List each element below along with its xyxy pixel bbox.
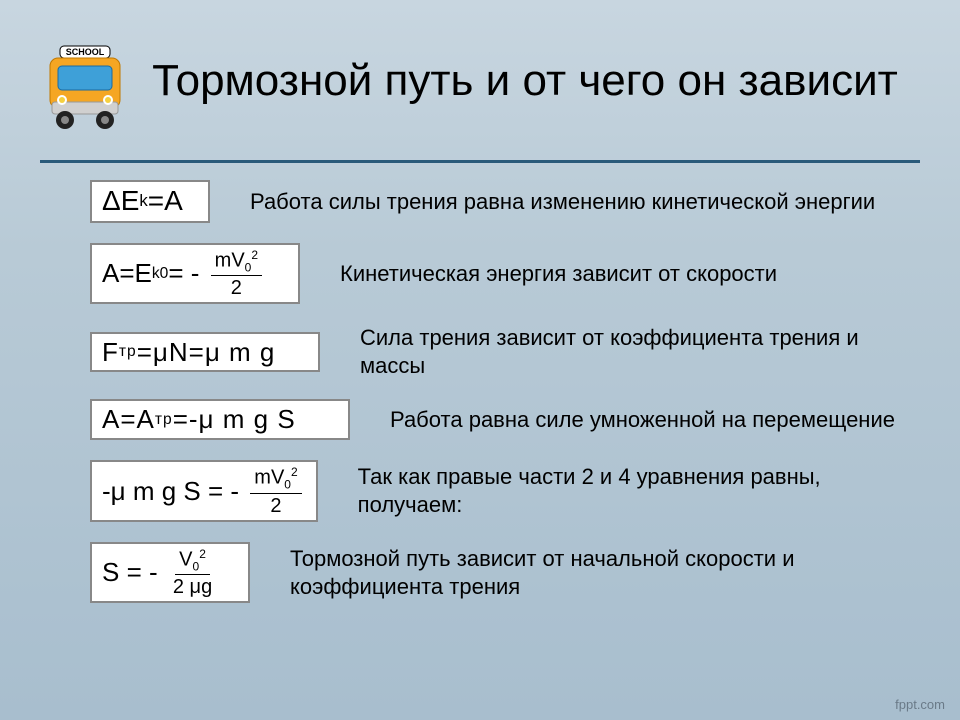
formula-row: Fтр=μN=μ m g Сила трения зависит от коэф… (90, 324, 900, 379)
page-title: Тормозной путь и от чего он зависит (130, 55, 920, 108)
footer-watermark: fppt.com (895, 697, 945, 712)
formula-row: -μ m g S = - mV022 Так как правые части … (90, 460, 900, 522)
school-bus-icon: SCHOOL (40, 40, 130, 135)
school-sign-text: SCHOOL (66, 47, 105, 57)
explanation: Работа силы трения равна изменению кинет… (250, 188, 900, 216)
formula-row: A=Ek0= - mV022 Кинетическая энергия зави… (90, 243, 900, 305)
formula: A=Aтр=-μ m g S (90, 399, 350, 440)
explanation: Работа равна силе умноженной на перемеще… (390, 406, 900, 434)
content-area: ΔEk=A Работа силы трения равна изменению… (90, 180, 900, 623)
explanation: Сила трения зависит от коэффициента трен… (360, 324, 900, 379)
formula: -μ m g S = - mV022 (90, 460, 318, 522)
explanation: Так как правые части 2 и 4 уравнения рав… (358, 463, 900, 518)
formula-row: S = - V022 μg Тормозной путь зависит от … (90, 542, 900, 604)
formula-row: ΔEk=A Работа силы трения равна изменению… (90, 180, 900, 223)
formula: A=Ek0= - mV022 (90, 243, 300, 305)
explanation: Кинетическая энергия зависит от скорости (340, 260, 900, 288)
title-divider (40, 160, 920, 163)
formula: ΔEk=A (90, 180, 210, 223)
formula: S = - V022 μg (90, 542, 250, 604)
formula-row: A=Aтр=-μ m g S Работа равна силе умножен… (90, 399, 900, 440)
explanation: Тормозной путь зависит от начальной скор… (290, 545, 900, 600)
formula: Fтр=μN=μ m g (90, 332, 320, 373)
